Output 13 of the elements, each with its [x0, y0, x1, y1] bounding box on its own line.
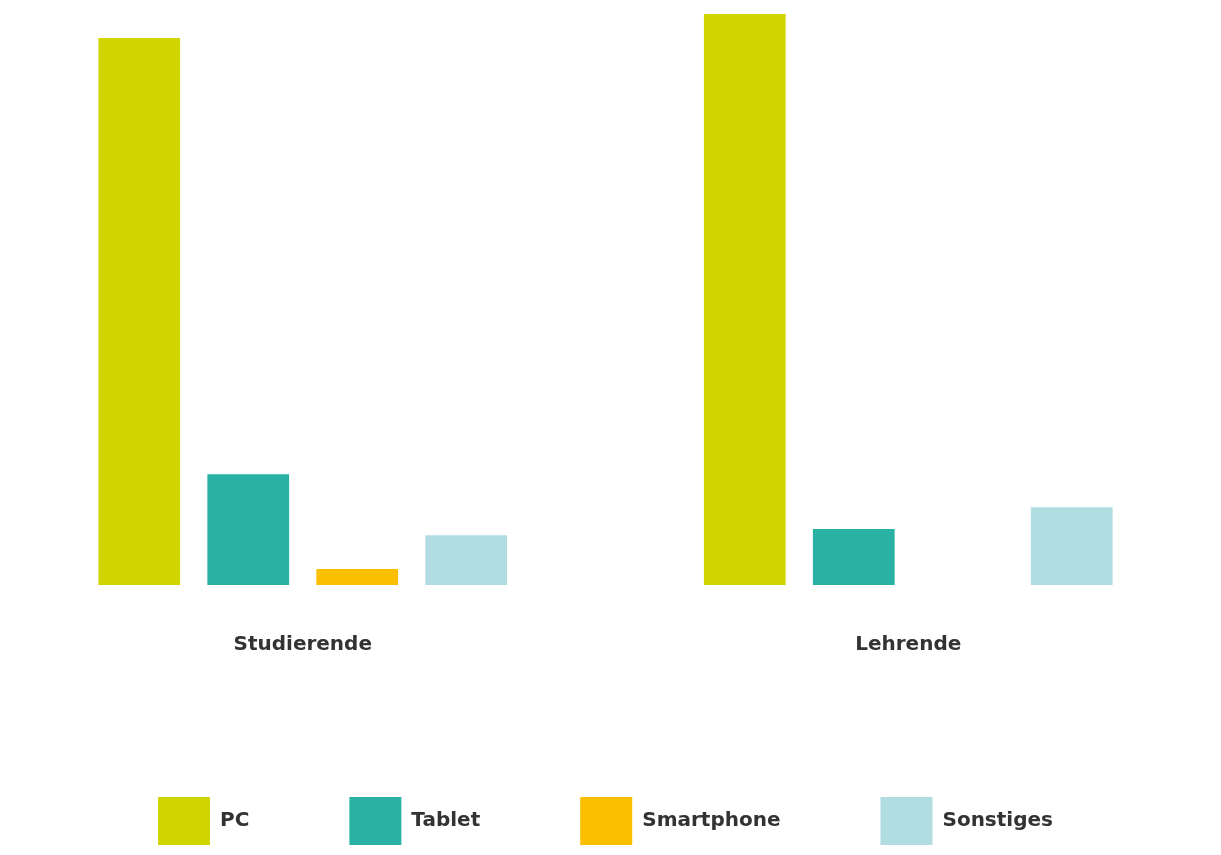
bar [98, 37, 181, 585]
x-tick-label: Lehrende [855, 631, 962, 656]
bar [425, 535, 508, 585]
legend-label: Tablet [411, 807, 481, 832]
x-tick-label: Studierende [233, 631, 372, 656]
legend-label: Sonstiges [942, 807, 1053, 832]
bar [1030, 507, 1113, 585]
bar [703, 14, 786, 585]
bar [316, 569, 399, 585]
legend-label: Smartphone [642, 807, 781, 832]
bar [812, 529, 895, 585]
legend-label: PC [220, 807, 250, 832]
bar [207, 474, 290, 585]
